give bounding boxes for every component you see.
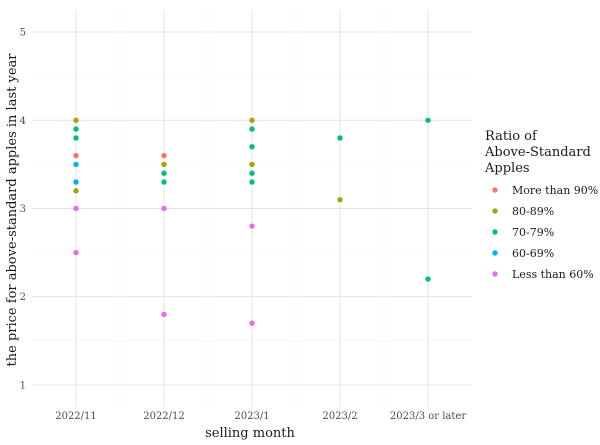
data-point bbox=[425, 276, 431, 282]
x-tick-label: 2022/11 bbox=[55, 411, 97, 422]
data-point bbox=[73, 188, 79, 194]
y-tick-label: 5 bbox=[20, 28, 26, 39]
data-point bbox=[161, 311, 167, 318]
legend-label: 80-89% bbox=[512, 205, 554, 218]
data-point bbox=[249, 117, 255, 123]
legend-label: Less than 60% bbox=[512, 268, 594, 281]
data-point bbox=[73, 117, 79, 123]
legend-label: 70-79% bbox=[512, 226, 554, 239]
legend-items: More than 90% 80-89% 70-79% 60-69% Less than… bbox=[492, 184, 598, 281]
data-point bbox=[73, 179, 79, 185]
data-point bbox=[249, 170, 255, 176]
data-point bbox=[337, 196, 343, 203]
data-points bbox=[73, 117, 431, 326]
data-point bbox=[73, 126, 79, 132]
data-point bbox=[161, 205, 167, 212]
data-point bbox=[161, 179, 167, 185]
legend-label: 60-69% bbox=[512, 247, 554, 260]
data-point bbox=[249, 144, 255, 150]
data-point bbox=[73, 205, 79, 212]
grid-lines bbox=[32, 10, 472, 407]
data-point bbox=[249, 320, 255, 326]
y-axis-ticks: 1 2 3 4 5 bbox=[20, 28, 26, 392]
legend-swatch bbox=[492, 229, 498, 235]
x-tick-label: 2023/2 bbox=[322, 411, 357, 422]
data-point bbox=[249, 179, 255, 185]
legend: Ratio of Above-Standard Apples More than… bbox=[484, 129, 598, 281]
x-tick-label: 2023/3 or later bbox=[390, 411, 466, 422]
legend-label: More than 90% bbox=[512, 184, 598, 197]
legend-title-line-2: Above-Standard bbox=[484, 145, 591, 160]
x-axis-ticks: 2022/11 2022/12 2023/1 2023/2 2023/3 or late… bbox=[55, 411, 466, 422]
legend-swatch bbox=[492, 208, 498, 214]
y-tick-label: 4 bbox=[20, 116, 26, 127]
data-point bbox=[337, 135, 343, 141]
data-point bbox=[249, 161, 255, 168]
legend-title-line-1: Ratio of bbox=[485, 129, 538, 144]
data-point bbox=[73, 249, 79, 256]
data-point bbox=[73, 161, 79, 168]
y-axis-title: the price for above-standard apples in l… bbox=[5, 53, 20, 367]
x-axis-title: selling month bbox=[205, 426, 295, 441]
y-tick-label: 2 bbox=[20, 292, 26, 303]
legend-swatch bbox=[492, 271, 498, 277]
y-tick-label: 3 bbox=[20, 204, 26, 215]
data-point bbox=[73, 135, 79, 141]
x-tick-label: 2023/1 bbox=[234, 411, 269, 422]
legend-swatch bbox=[492, 187, 498, 193]
data-point bbox=[161, 170, 167, 176]
data-point bbox=[73, 152, 79, 159]
data-point bbox=[249, 223, 255, 229]
legend-swatch bbox=[492, 250, 498, 256]
y-tick-label: 1 bbox=[20, 380, 26, 391]
data-point bbox=[249, 126, 255, 132]
x-tick-label: 2022/12 bbox=[143, 411, 185, 422]
data-point bbox=[425, 117, 431, 123]
legend-title-line-3: Apples bbox=[484, 161, 530, 176]
data-point bbox=[161, 152, 167, 159]
data-point bbox=[161, 161, 167, 168]
